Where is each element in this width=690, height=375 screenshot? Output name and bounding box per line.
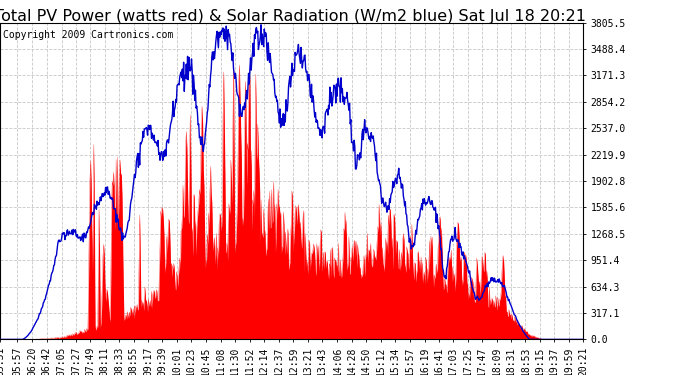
Text: Total PV Power (watts red) & Solar Radiation (W/m2 blue) Sat Jul 18 20:21: Total PV Power (watts red) & Solar Radia… [0, 9, 586, 24]
Text: Copyright 2009 Cartronics.com: Copyright 2009 Cartronics.com [3, 30, 173, 40]
